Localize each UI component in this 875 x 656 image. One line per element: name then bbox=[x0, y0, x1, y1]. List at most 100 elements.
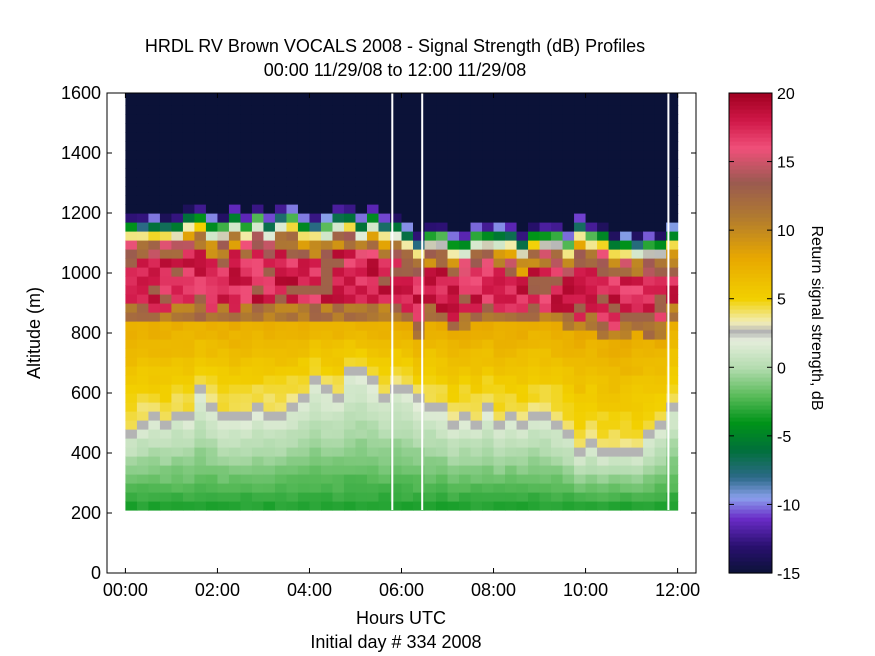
heatmap-cell bbox=[643, 411, 656, 421]
heatmap-cell bbox=[332, 231, 345, 241]
heatmap-cell bbox=[447, 258, 460, 268]
heatmap-cell bbox=[459, 348, 472, 358]
heatmap-cell bbox=[355, 177, 368, 187]
heatmap-cell bbox=[436, 429, 449, 439]
heatmap-cell bbox=[228, 231, 242, 241]
heatmap-cell bbox=[424, 429, 437, 439]
heatmap-cell bbox=[320, 285, 334, 295]
heatmap-cell bbox=[424, 366, 437, 376]
heatmap-cell bbox=[171, 438, 184, 448]
heatmap-cell bbox=[274, 393, 288, 403]
x-tick-label: 08:00 bbox=[471, 580, 516, 600]
heatmap-cell bbox=[470, 222, 483, 232]
heatmap-cell bbox=[597, 303, 610, 313]
heatmap-cell bbox=[459, 330, 472, 340]
heatmap-cell bbox=[666, 240, 679, 250]
heatmap-cell bbox=[343, 222, 357, 232]
colorbar-strip bbox=[729, 105, 772, 110]
heatmap-cell bbox=[366, 222, 380, 232]
heatmap-cell bbox=[585, 195, 598, 205]
heatmap-cell bbox=[182, 483, 196, 493]
heatmap-cell bbox=[217, 375, 230, 385]
heatmap-cell bbox=[182, 411, 196, 421]
heatmap-cell bbox=[620, 285, 633, 295]
heatmap-cell bbox=[263, 294, 276, 304]
heatmap-cell bbox=[263, 375, 276, 385]
heatmap-cell bbox=[320, 132, 334, 142]
heatmap-cell bbox=[148, 204, 161, 214]
heatmap-cell bbox=[148, 411, 161, 421]
heatmap-cell bbox=[286, 96, 299, 106]
heatmap-cell bbox=[585, 339, 598, 349]
heatmap-cell bbox=[597, 195, 610, 205]
heatmap-cell bbox=[194, 150, 207, 160]
heatmap-cell bbox=[297, 357, 311, 367]
heatmap-cell bbox=[413, 132, 426, 142]
heatmap-cell bbox=[436, 285, 449, 295]
heatmap-cell bbox=[240, 96, 253, 106]
heatmap-cell bbox=[228, 204, 242, 214]
heatmap-cell bbox=[378, 303, 391, 313]
heatmap-cell bbox=[643, 501, 656, 511]
heatmap-cell bbox=[470, 168, 483, 178]
heatmap-cell bbox=[574, 249, 587, 259]
heatmap-cell bbox=[413, 348, 426, 358]
heatmap-cell bbox=[309, 258, 322, 268]
heatmap-cell bbox=[343, 321, 357, 331]
heatmap-cell bbox=[482, 267, 495, 277]
heatmap-cell bbox=[309, 276, 322, 286]
heatmap-cell bbox=[528, 141, 541, 151]
colorbar-strip bbox=[729, 289, 772, 294]
heatmap-cell bbox=[551, 339, 564, 349]
heatmap-cell bbox=[528, 132, 541, 142]
heatmap-cell bbox=[413, 96, 426, 106]
heatmap-cell bbox=[240, 366, 253, 376]
heatmap-cell bbox=[320, 123, 334, 133]
heatmap-cell bbox=[263, 249, 276, 259]
heatmap-cell bbox=[528, 213, 541, 223]
heatmap-cell bbox=[332, 438, 345, 448]
heatmap-cell bbox=[459, 114, 472, 124]
heatmap-cell bbox=[251, 222, 265, 232]
heatmap-cell bbox=[574, 150, 587, 160]
heatmap-cell bbox=[217, 222, 230, 232]
heatmap-cell bbox=[493, 411, 506, 421]
heatmap-cell bbox=[608, 285, 621, 295]
heatmap-cell bbox=[217, 321, 230, 331]
heatmap-cell bbox=[643, 168, 656, 178]
heatmap-cell bbox=[424, 222, 437, 232]
heatmap-cell bbox=[320, 276, 334, 286]
heatmap-cell bbox=[516, 384, 529, 394]
heatmap-cell bbox=[125, 384, 138, 394]
heatmap-cell bbox=[159, 231, 173, 241]
heatmap-cell bbox=[424, 501, 437, 511]
heatmap-cell bbox=[424, 303, 437, 313]
heatmap-cell bbox=[320, 213, 334, 223]
heatmap-cell bbox=[424, 213, 437, 223]
heatmap-cell bbox=[539, 357, 552, 367]
heatmap-cell bbox=[413, 465, 426, 475]
heatmap-cell bbox=[159, 294, 173, 304]
heatmap-cell bbox=[390, 492, 403, 502]
heatmap-cell bbox=[366, 204, 380, 214]
heatmap-cell bbox=[366, 483, 380, 493]
heatmap-cell bbox=[413, 483, 426, 493]
heatmap-cell bbox=[390, 123, 403, 133]
heatmap-cell bbox=[424, 492, 437, 502]
heatmap-cell bbox=[631, 150, 644, 160]
heatmap-cell bbox=[343, 240, 357, 250]
heatmap-cell bbox=[505, 150, 518, 160]
heatmap-cell bbox=[666, 159, 679, 169]
colorbar-strip bbox=[729, 549, 772, 554]
heatmap-cell bbox=[539, 276, 552, 286]
heatmap-cell bbox=[309, 357, 322, 367]
heatmap-cell bbox=[366, 411, 380, 421]
heatmap-cell bbox=[297, 501, 311, 511]
heatmap-cell bbox=[263, 276, 276, 286]
heatmap-cell bbox=[516, 330, 529, 340]
heatmap-cell bbox=[482, 492, 495, 502]
heatmap-cell bbox=[539, 213, 552, 223]
heatmap-cell bbox=[528, 195, 541, 205]
heatmap-cell bbox=[597, 411, 610, 421]
heatmap-cell bbox=[274, 330, 288, 340]
